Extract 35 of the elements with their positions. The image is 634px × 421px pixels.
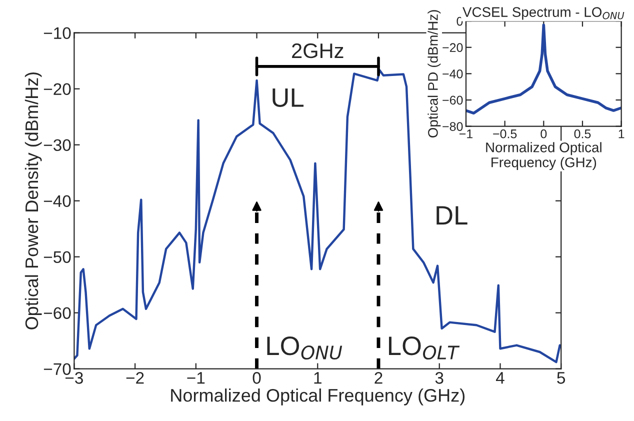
x-tick-label: 4 <box>496 372 504 384</box>
x-tick-label: −1 <box>187 372 205 384</box>
annotation: 2GHz <box>292 43 344 58</box>
y-tick-label: −30 <box>44 139 71 152</box>
x-axis-title: Normalized Optical Frequency (GHz) <box>486 142 602 170</box>
x-tick-label: −1 <box>459 130 473 138</box>
ref-line-label: LO$_{ONU}$ <box>267 336 342 360</box>
ref-line-label: LO$_{OLT}$ <box>388 336 460 360</box>
chart-title: VCSEL Spectrum - LO$_{ONU}$ <box>462 7 624 20</box>
x-tick-label: 1 <box>618 130 624 138</box>
y-tick-label: −40 <box>442 69 463 78</box>
line-series <box>466 24 622 115</box>
x-axis-title: Normalized Optical Frequency (GHz) <box>171 388 465 406</box>
x-tick-label: 0 <box>252 372 261 384</box>
x-tick-label: −2 <box>126 372 144 384</box>
y-axis-title: Optical PD (dBm/Hz) <box>428 10 441 138</box>
y-tick-label: −20 <box>44 83 71 96</box>
x-tick-label: 3 <box>435 372 444 384</box>
y-tick-label: −60 <box>44 307 71 320</box>
annotation: UL <box>272 88 304 107</box>
x-tick-label: 0.5 <box>574 129 591 138</box>
y-tick-label: −10 <box>44 27 71 40</box>
annotation: DL <box>436 206 468 224</box>
y-tick-label: −20 <box>442 43 463 52</box>
x-tick-label: 2 <box>374 372 382 384</box>
x-tick-label: 5 <box>557 372 566 384</box>
y-tick-label: −80 <box>442 122 463 131</box>
x-tick-label: 1 <box>314 372 322 384</box>
y-tick-label: −50 <box>44 251 71 264</box>
line-series <box>74 69 561 364</box>
x-tick-label: −0.5 <box>493 129 517 138</box>
y-axis-title: Optical Power Density (dBm/Hz) <box>24 72 42 330</box>
x-tick-label: 0 <box>540 129 547 138</box>
y-tick-label: −40 <box>44 195 71 208</box>
y-tick-label: −60 <box>442 96 463 105</box>
